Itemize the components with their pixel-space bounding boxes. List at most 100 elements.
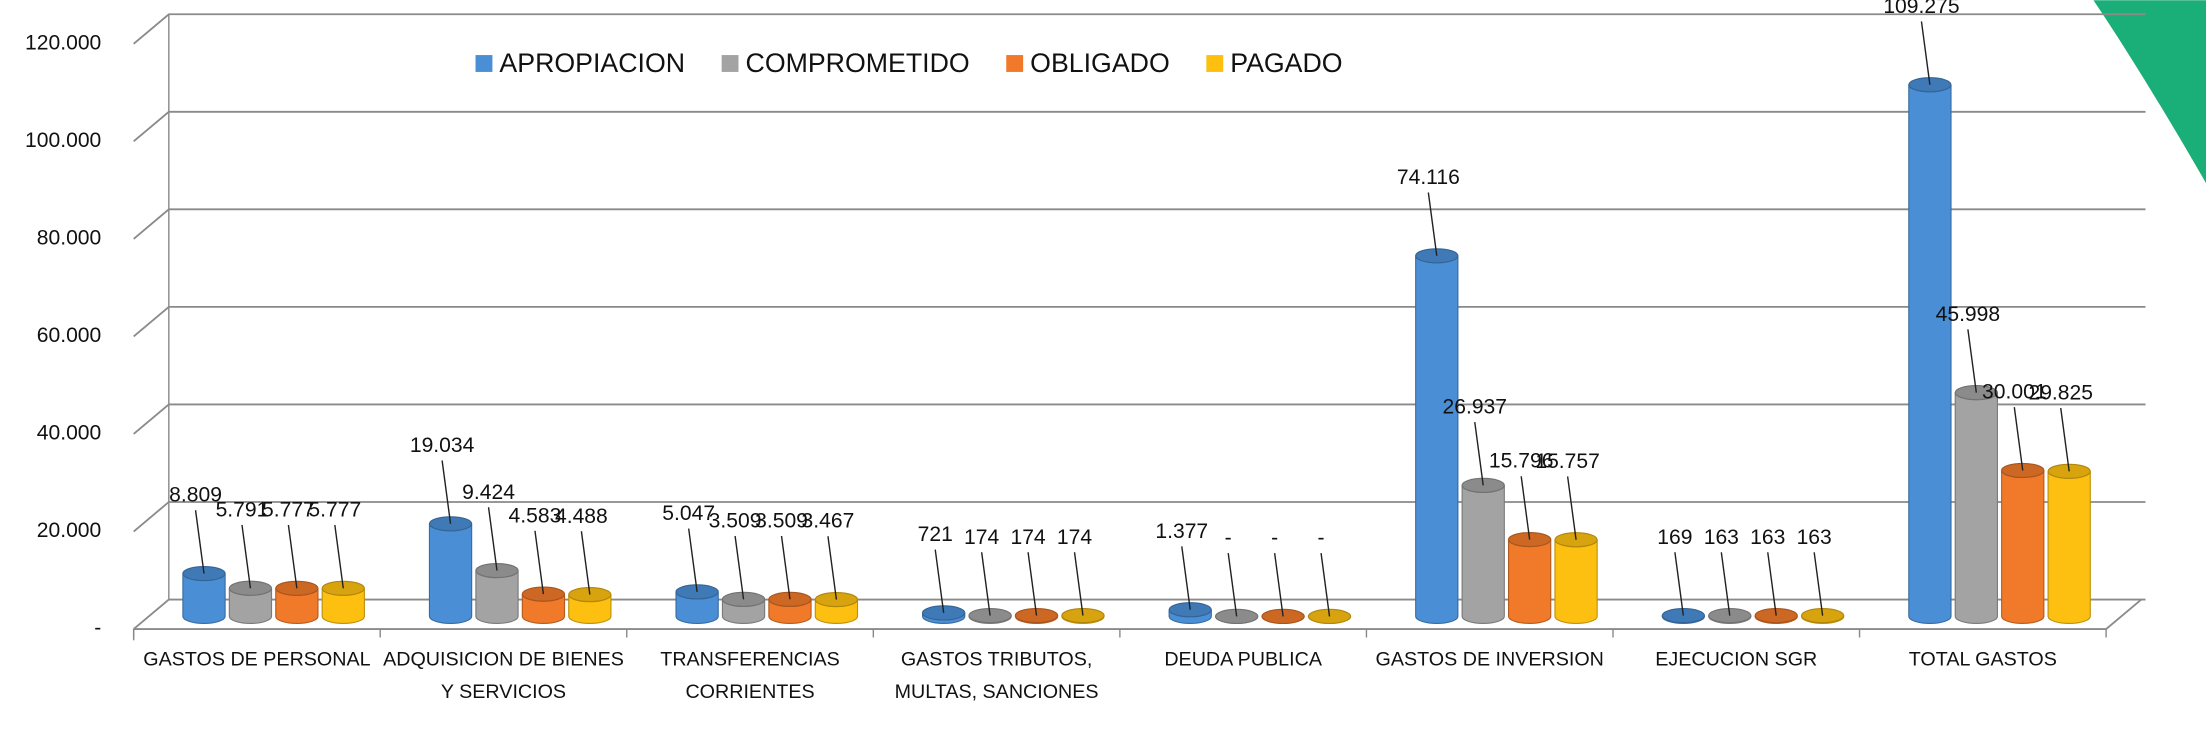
bar — [475, 570, 519, 625]
x-tick-label: TRANSFERENCIAS CORRIENTES — [660, 647, 840, 703]
data-label: 174 — [1057, 526, 1092, 549]
y-tick-label: 20.000 — [37, 519, 102, 542]
x-tick-label: EJECUCION SGR — [1655, 647, 1818, 670]
y-tick-label: 100.000 — [25, 129, 101, 152]
data-label: - — [1318, 527, 1325, 550]
leader-line — [2060, 407, 2070, 472]
grid-line — [133, 110, 2146, 143]
data-label: 4.488 — [555, 505, 608, 528]
leader-line — [241, 524, 252, 589]
leader-line — [441, 460, 452, 524]
data-label: 163 — [1750, 526, 1785, 549]
leader-line — [1273, 553, 1284, 617]
bar — [2047, 471, 2091, 625]
decor — [2093, 0, 2206, 184]
leader-line — [534, 530, 545, 595]
leader-line — [734, 535, 745, 600]
x-tick-label: GASTOS DE INVERSION — [1375, 647, 1604, 670]
x-label-box: GASTOS DE PERSONAL — [143, 647, 371, 670]
x-label-box: GASTOS TRIBUTOS, MULTAS, SANCIONES — [894, 647, 1099, 703]
data-label: 721 — [918, 523, 953, 546]
leader-line — [287, 524, 298, 589]
leader-line — [1520, 476, 1531, 540]
bar — [1554, 539, 1598, 625]
leader-line — [1474, 421, 1484, 486]
data-label: 30.001 — [1982, 381, 2047, 404]
leader-line — [1767, 552, 1777, 616]
x-tick-label: GASTOS TRIBUTOS, MULTAS, SANCIONES — [894, 647, 1099, 703]
x-label-box: GASTOS DE INVERSION — [1375, 647, 1604, 670]
grid-line — [133, 305, 2146, 338]
legend-label: PAGADO — [1230, 48, 1342, 78]
data-label: 163 — [1797, 526, 1832, 549]
data-label: 5.047 — [662, 502, 715, 525]
data-label: 169 — [1657, 526, 1692, 549]
leader-line — [1227, 553, 1238, 617]
leader-line — [1720, 552, 1731, 616]
leader-line — [1073, 552, 1084, 616]
leader-line — [487, 507, 498, 571]
leader-line — [1427, 192, 1438, 256]
bar-top — [428, 516, 473, 532]
y-tick-label: - — [94, 617, 101, 640]
data-label: 45.998 — [1936, 303, 2001, 326]
leader-line — [687, 528, 698, 592]
legend-label: COMPROMETIDO — [746, 48, 970, 78]
data-label: 3.509 — [755, 510, 808, 533]
data-label: 29.825 — [2028, 381, 2093, 404]
data-label: 174 — [1010, 526, 1045, 549]
grid-line — [133, 403, 2146, 435]
data-label: 15.757 — [1535, 450, 1600, 473]
data-label: 5.777 — [262, 499, 315, 522]
legend-label: APROPIACION — [499, 48, 685, 78]
data-label: 174 — [964, 526, 999, 549]
y-tick-label: 120.000 — [25, 31, 101, 54]
legend-label: OBLIGADO — [1030, 48, 1170, 78]
x-tick-label: GASTOS DE PERSONAL — [143, 647, 371, 670]
data-label: 74.116 — [1397, 166, 1460, 189]
x-label-box: ADQUISICION DE BIENES Y SERVICIOS — [383, 647, 624, 702]
data-label: 109.275 — [1883, 0, 1959, 18]
data-label: 9.424 — [462, 481, 515, 504]
bar-top — [521, 586, 566, 602]
bar-top — [182, 565, 226, 582]
data-label: 8.809 — [169, 484, 222, 507]
data-label: 1.377 — [1155, 520, 1208, 543]
bar — [1954, 392, 1998, 625]
leader-line — [827, 536, 838, 600]
bar-top — [1061, 607, 1105, 624]
leader-line — [934, 549, 945, 613]
leader-line — [1566, 476, 1577, 540]
leader-line — [1920, 21, 1931, 85]
leader-line — [980, 552, 991, 616]
x-label-box: EJECUCION SGR — [1655, 647, 1818, 670]
data-label: 3.467 — [802, 510, 855, 533]
leader-line — [1027, 552, 1038, 616]
bar — [1507, 539, 1552, 625]
data-label: - — [1271, 527, 1278, 550]
leader-line — [1967, 329, 1978, 393]
legend-swatch — [721, 55, 739, 72]
leader-line — [580, 531, 591, 595]
data-label: 19.034 — [410, 434, 475, 457]
data-label: - — [1225, 527, 1232, 550]
data-label: 163 — [1704, 526, 1739, 549]
legend-swatch — [1206, 55, 1224, 72]
legend-swatch — [475, 55, 493, 72]
bar — [1415, 255, 1459, 625]
bar — [1461, 485, 1505, 625]
data-label: 5.777 — [308, 499, 361, 522]
leader-line — [334, 524, 344, 589]
leader-line — [1181, 546, 1191, 610]
leader-line — [1813, 552, 1824, 616]
leader-line — [1674, 552, 1685, 616]
x-tick-label: TOTAL GASTOS — [1908, 647, 2057, 670]
legend-swatch — [1006, 55, 1024, 72]
grid-line — [133, 13, 2146, 45]
bar — [1908, 84, 1952, 625]
data-label: 4.583 — [509, 504, 562, 527]
leader-line — [1320, 553, 1331, 617]
data-label: 3.509 — [709, 510, 762, 533]
bar-top — [1507, 531, 1552, 548]
